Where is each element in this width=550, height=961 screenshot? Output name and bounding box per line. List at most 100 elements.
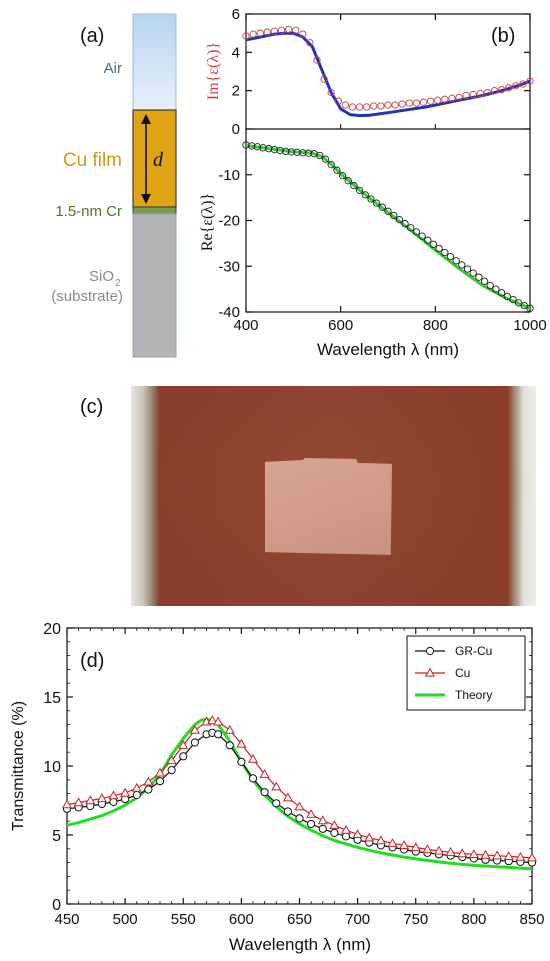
chart-d-xtick-label: 800 xyxy=(461,911,486,928)
chart-b-im-fit-line xyxy=(245,31,531,118)
chart-d-point-cu xyxy=(207,715,218,725)
chart-b-re-point xyxy=(367,195,375,203)
chart-b-re-point xyxy=(338,172,347,180)
chart-d-legend-marker-gr-cu xyxy=(425,646,435,656)
chart-b-im-point xyxy=(277,26,286,34)
chart-b-re-point xyxy=(395,215,404,224)
chart-d-point-gr-cu xyxy=(179,752,188,761)
chart-d-point-cu xyxy=(282,792,293,802)
chart-d-point-cu xyxy=(352,829,363,838)
chart-b: 400 600 800 1000 0 2 4 6 -10 -20 -30 -40 (b) Im{ε(λ… xyxy=(199,6,547,359)
chart-b-re-point xyxy=(265,145,273,153)
layer-stack-diagram: d (a) Air Cu film 1.5-nm Cr SiO 2 (subst… xyxy=(51,13,177,358)
chart-d-legend-label-gr-cu: GR-Cu xyxy=(455,644,492,658)
chart-b-im-point xyxy=(327,88,335,97)
chart-b-im-point xyxy=(512,82,520,90)
chart-b-re-point xyxy=(407,224,415,232)
chart-b-re-point xyxy=(520,301,528,310)
chart-b-re-point xyxy=(333,166,341,174)
chart-b-xtick-label: 1000 xyxy=(513,317,546,334)
chart-d-point-gr-cu xyxy=(109,797,118,807)
chart-d-point-cu xyxy=(503,851,514,860)
chart-b-im-point xyxy=(249,30,257,38)
chart-b-re-point xyxy=(248,142,256,150)
chart-b-im-point xyxy=(497,86,506,94)
panel-label-b: (b) xyxy=(491,25,515,47)
chart-d-point-cu xyxy=(468,849,479,858)
chart-b-im-point xyxy=(469,90,477,99)
chart-b-re-point xyxy=(475,273,483,281)
chart-d-point-cu xyxy=(213,716,224,726)
chart-d-point-cu xyxy=(294,801,305,811)
chart-d-point-cu xyxy=(61,799,73,809)
panel-label-c: (c) xyxy=(80,396,103,418)
chart-d-point-cu xyxy=(433,845,445,855)
chart-b-im-point xyxy=(292,26,300,34)
chart-d-point-cu xyxy=(143,776,154,786)
chart-d-point-gr-cu xyxy=(260,788,269,797)
chart-b-re-point xyxy=(293,148,301,156)
chart-b-bottom-ytick-label: -30 xyxy=(218,258,240,275)
chart-d-point-cu xyxy=(306,809,317,818)
thickness-arrowhead-up xyxy=(141,114,151,124)
chart-d-point-cu xyxy=(457,848,468,858)
chart-b-re-point xyxy=(270,145,279,154)
chart-b-re-point xyxy=(526,304,534,312)
chart-b-re-point xyxy=(390,211,398,220)
chart-b-re-point xyxy=(509,295,517,304)
chart-b-im-point xyxy=(384,101,392,109)
chart-d-point-cu xyxy=(271,781,282,791)
chart-b-re-point xyxy=(418,232,426,240)
chart-d-point-gr-cu xyxy=(237,757,246,767)
chart-d-ytick-label: 5 xyxy=(52,828,61,845)
chart-b-re-point xyxy=(242,141,250,149)
chart-b-re-point xyxy=(355,186,364,194)
chart-d-point-cu xyxy=(154,767,166,777)
chart-b-im-point xyxy=(341,101,350,109)
chart-b-im-point xyxy=(455,93,463,102)
cu-film-label: Cu film xyxy=(63,150,122,171)
chart-d-xtick-label: 600 xyxy=(229,911,254,928)
chart-d-point-cu xyxy=(73,797,84,807)
chart-b-bottom-ylabel: Re{ε(λ)} xyxy=(199,193,216,251)
chart-d-point-gr-cu xyxy=(190,738,199,747)
chart-b-re-point xyxy=(304,149,313,157)
chart-b-ticks: 400 600 800 1000 0 2 4 6 -10 -20 -30 -40 xyxy=(218,6,546,334)
chart-d-point-cu xyxy=(445,846,456,856)
chart-d-point-gr-cu xyxy=(225,741,234,750)
chart-d-point-gr-cu xyxy=(144,785,153,794)
chart-b-im-point xyxy=(441,95,449,103)
chart-d-point-cu xyxy=(387,838,398,847)
chart-b-re-point xyxy=(259,144,267,152)
chart-d-point-cu xyxy=(317,815,328,825)
chart-b-re-point xyxy=(446,252,455,261)
chart-d-point-gr-cu xyxy=(341,832,351,841)
chart-b-im-point xyxy=(426,97,435,105)
chart-d-legend-label-cu: Cu xyxy=(455,666,470,680)
chart-b-re-point xyxy=(384,207,392,215)
chart-b-re-point xyxy=(316,151,324,160)
chart-b-top-ytick-label: 4 xyxy=(232,44,240,61)
chart-b-im-point xyxy=(526,77,534,85)
chart-b-re-point xyxy=(480,277,489,285)
chart-d-point-gr-cu xyxy=(272,799,281,808)
chart-d-point-cu xyxy=(224,724,235,734)
chart-d-point-gr-cu xyxy=(318,824,327,833)
chart-b-im-point xyxy=(448,94,456,102)
chart-d-ytick-label: 0 xyxy=(52,897,61,914)
chart-d-xtick-label: 850 xyxy=(519,911,544,928)
chart-b-re-point xyxy=(514,299,523,307)
chart-b-re-point xyxy=(282,147,290,156)
chart-b-re-point xyxy=(276,146,284,155)
chart-b-im-point xyxy=(490,87,499,95)
air-layer xyxy=(132,13,177,111)
sample-photo xyxy=(131,386,536,606)
chart-b-im-point xyxy=(419,98,428,106)
chart-d-point-cu xyxy=(131,782,142,792)
chart-d-ytick-label: 15 xyxy=(43,690,61,707)
cr-layer-label: 1.5-nm Cr xyxy=(55,203,122,220)
chart-d-point-cu xyxy=(480,849,491,859)
chart-d-xtick-label: 700 xyxy=(345,911,370,928)
chart-b-re-point xyxy=(429,240,438,248)
chart-d-point-cu xyxy=(96,793,107,803)
